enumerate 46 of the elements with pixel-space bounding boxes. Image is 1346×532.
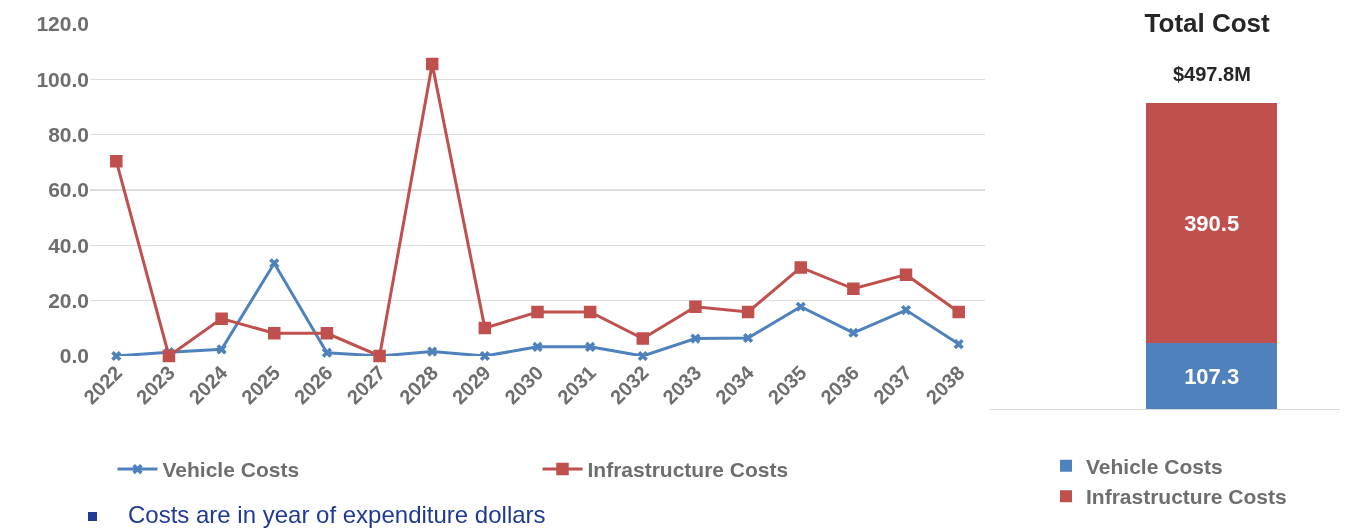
point	[900, 304, 912, 316]
legend-label: Vehicle Costs	[1086, 455, 1223, 479]
point	[899, 268, 913, 281]
point	[689, 300, 702, 313]
point	[637, 350, 648, 362]
point	[531, 305, 544, 319]
legend-label: Infrastructure Costs	[1086, 485, 1287, 509]
point	[216, 344, 227, 355]
total-label: $497.8M	[1173, 63, 1251, 85]
point	[690, 333, 701, 344]
point	[427, 346, 438, 357]
point	[320, 327, 334, 340]
point	[953, 339, 964, 350]
data-label: 107.3	[1184, 363, 1240, 389]
point	[952, 305, 965, 319]
y-tick-label: 0.0	[59, 344, 89, 368]
legend-label: Vehicle Costs	[162, 458, 300, 482]
point	[162, 349, 176, 363]
point	[636, 332, 650, 345]
text: Costs are in year of expenditure dollars	[128, 501, 546, 528]
y-tick-label: 80.0	[48, 123, 89, 147]
point	[425, 57, 439, 71]
point	[532, 341, 543, 352]
point	[110, 154, 123, 168]
point	[585, 341, 596, 352]
point	[479, 350, 490, 362]
y-tick-label: 20.0	[48, 289, 89, 313]
point	[583, 305, 597, 319]
point	[478, 321, 492, 335]
point	[215, 312, 228, 325]
point	[742, 332, 754, 344]
point	[848, 327, 859, 338]
y-tick-label: 120.0	[36, 12, 89, 36]
point	[847, 282, 860, 296]
point	[795, 301, 806, 312]
y-tick-label: 40.0	[48, 233, 89, 257]
point	[794, 261, 807, 274]
chart-title: Total Cost	[1144, 7, 1271, 38]
data-label: 390.5	[1184, 210, 1240, 236]
point	[111, 350, 122, 362]
point	[741, 305, 755, 319]
point	[268, 327, 281, 340]
point	[321, 347, 333, 358]
legend-label: Infrastructure Costs	[587, 458, 789, 482]
y-tick-label: 60.0	[48, 178, 89, 202]
y-tick-label: 100.0	[36, 67, 89, 91]
